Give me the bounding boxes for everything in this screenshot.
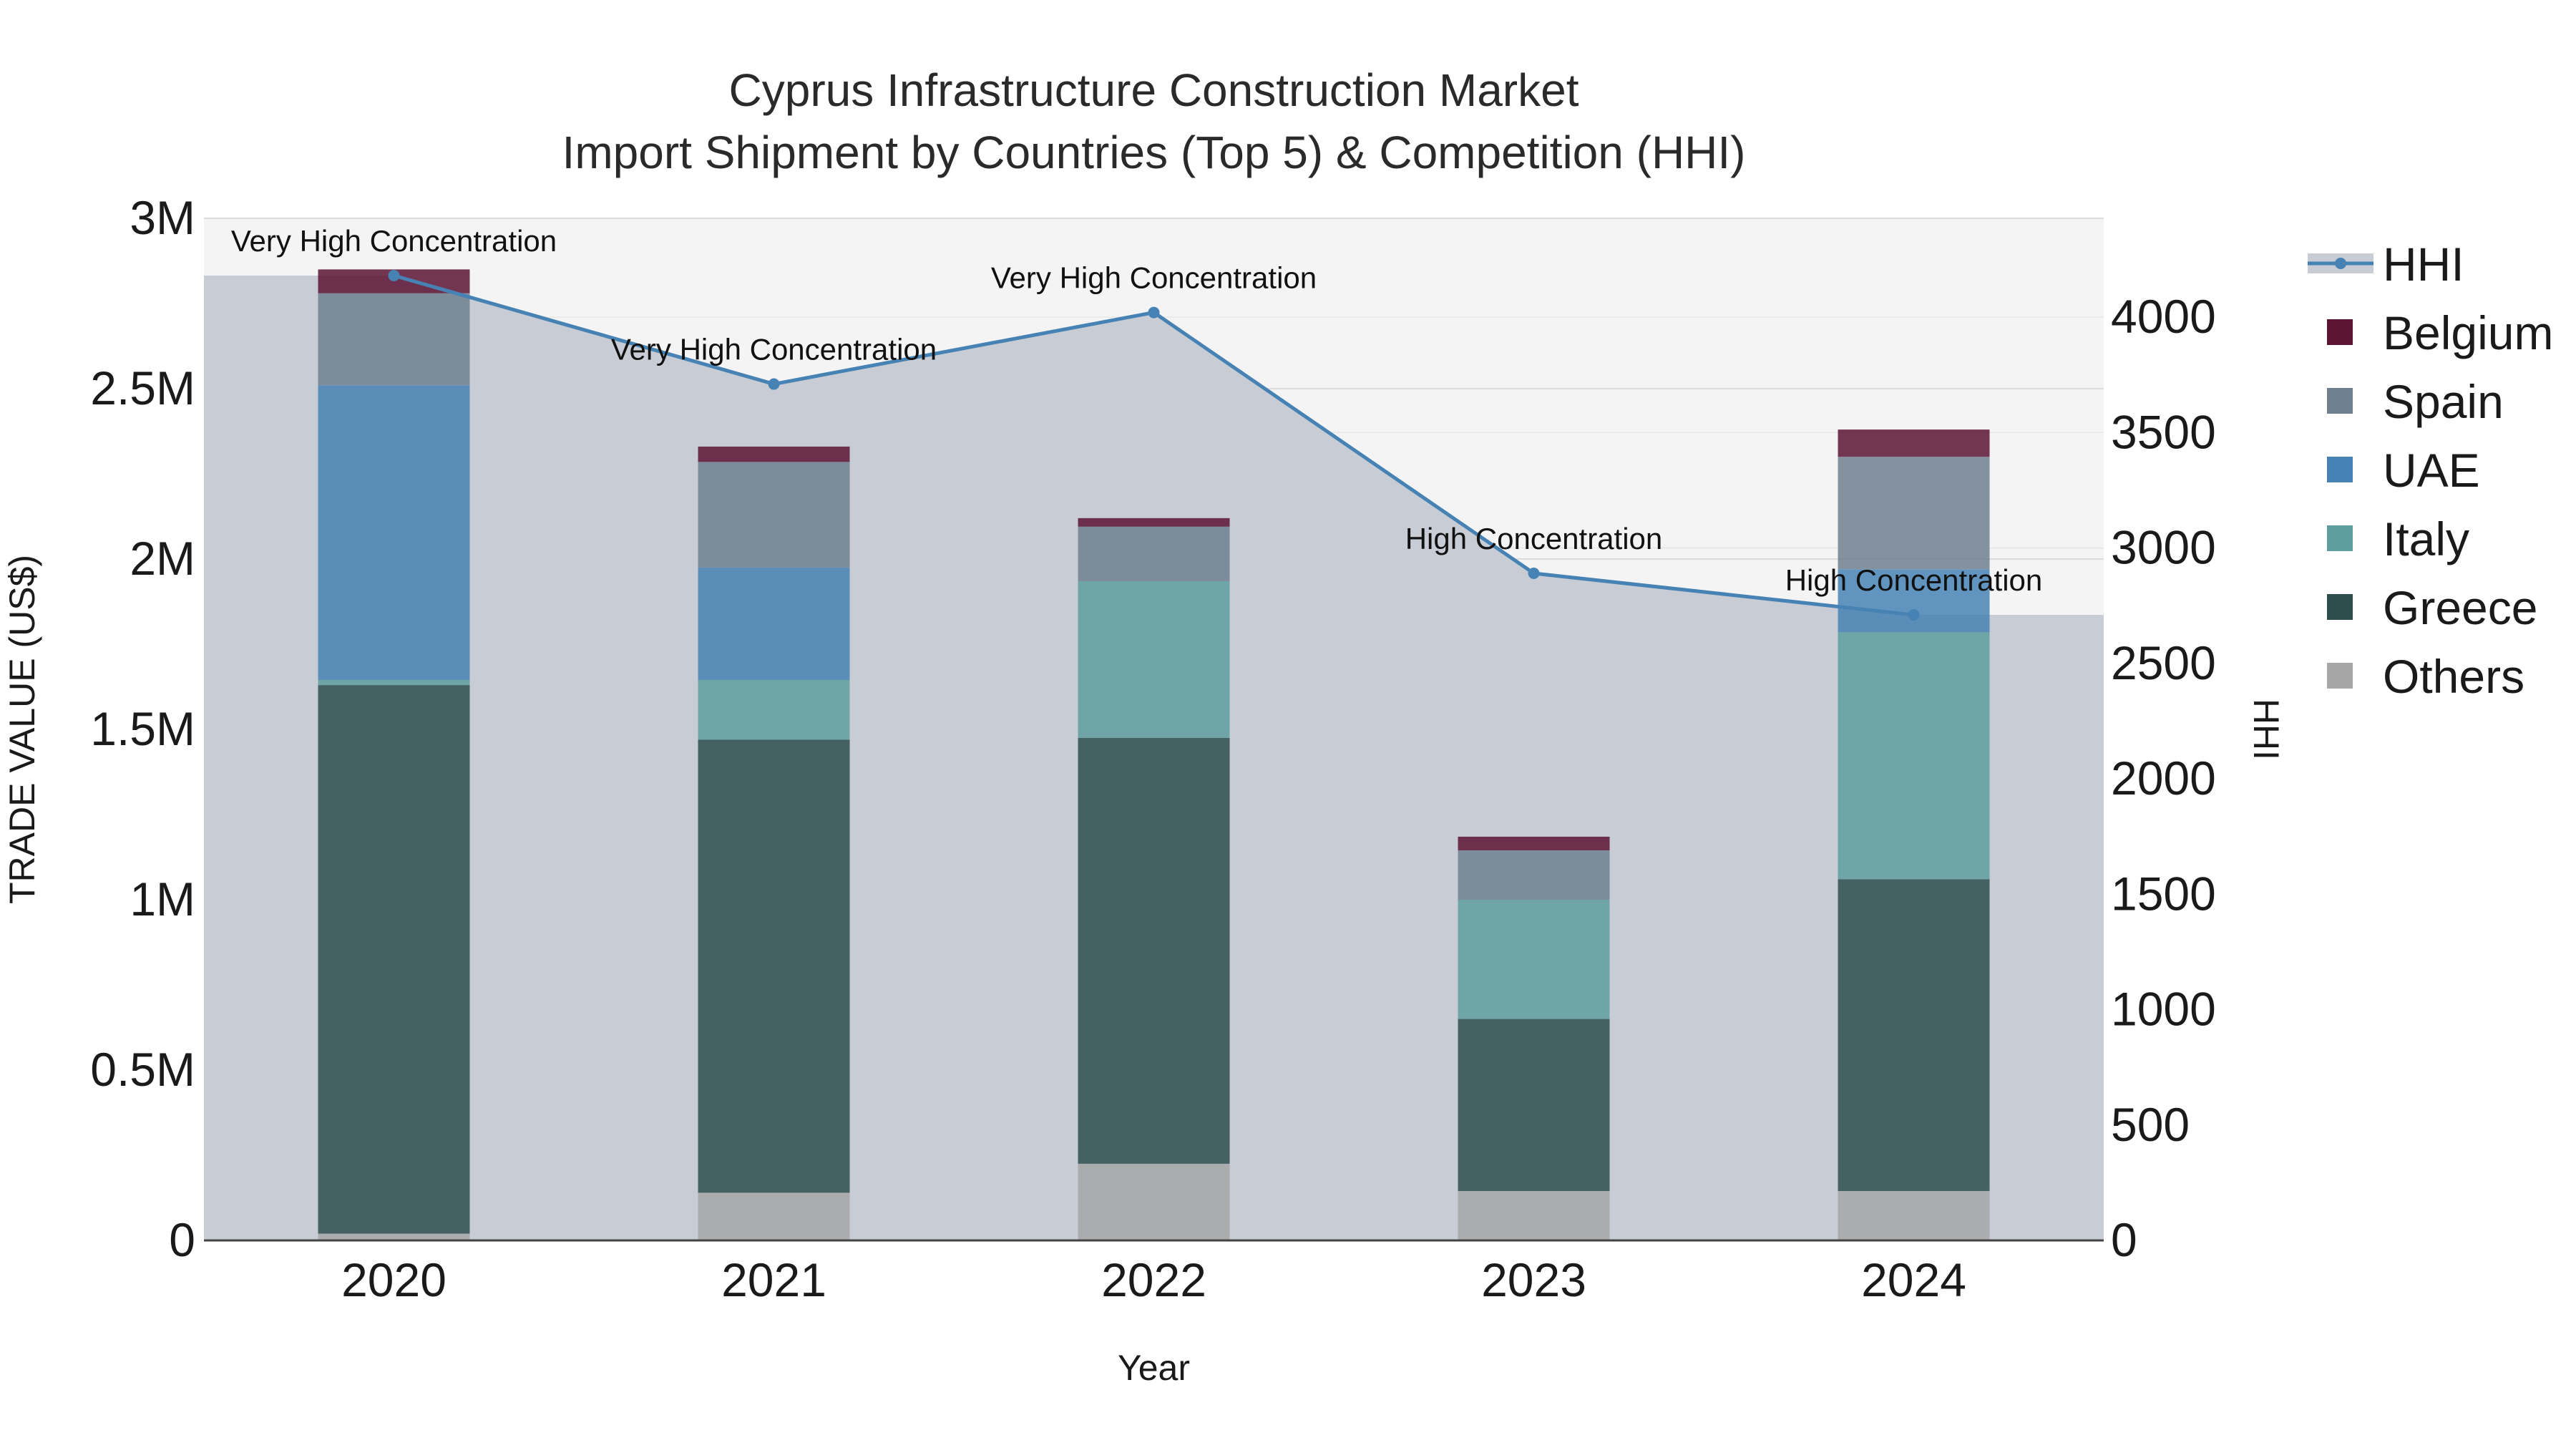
bar-belgium-2023 (1458, 836, 1610, 850)
legend-label-italy: Italy (2383, 512, 2469, 565)
y2-tick-label: 1500 (2111, 867, 2216, 920)
y-tick-label: 2M (130, 532, 195, 585)
bar-greece-2021 (698, 739, 850, 1193)
chart-title: Cyprus Infrastructure Construction Marke… (562, 64, 1746, 178)
legend-label-hhi: HHI (2383, 238, 2464, 291)
legend-swatch-uae (2327, 457, 2353, 482)
y-tick-label: 0.5M (90, 1043, 195, 1096)
y2-tick-label: 0 (2111, 1213, 2137, 1266)
chart-title-line-1: Cyprus Infrastructure Construction Marke… (729, 64, 1579, 116)
bar-spain-2023 (1458, 850, 1610, 900)
y2-tick-label: 2500 (2111, 636, 2216, 689)
bars (318, 269, 1990, 1240)
bar-belgium-2022 (1078, 517, 1230, 527)
x-tick-label: 2022 (1101, 1253, 1206, 1306)
x-tick-label: 2024 (1861, 1253, 1966, 1306)
legend-label-belgium: Belgium (2383, 306, 2553, 359)
legend-label-spain: Spain (2383, 375, 2504, 428)
legend-label-uae: UAE (2383, 444, 2480, 497)
hhi-point-2022 (1148, 306, 1160, 319)
bar-uae-2024 (1838, 569, 1990, 633)
bar-italy-2020 (318, 679, 470, 686)
hhi-point-2021 (768, 378, 780, 390)
x-tick-label: 2023 (1481, 1253, 1586, 1306)
legend-swatch-hhi-marker (2335, 258, 2346, 269)
bar-greece-2023 (1458, 1019, 1610, 1191)
hhi-annotation-2020: Very High Concentration (231, 224, 557, 258)
hhi-point-2024 (1908, 609, 1920, 621)
bar-greece-2020 (318, 685, 470, 1234)
x-axis-title: Year (1118, 1348, 1190, 1388)
y2-tick-label: 2000 (2111, 752, 2216, 805)
bar-italy-2024 (1838, 632, 1990, 880)
legend-swatch-italy (2327, 525, 2353, 551)
bar-others-2022 (1078, 1163, 1230, 1240)
y-tick-label: 3M (130, 191, 195, 244)
legend-swatch-others (2327, 663, 2353, 689)
annotations: Very High Concentration Very High Concent… (231, 224, 2042, 597)
hhi-annotation-2024: High Concentration (1785, 563, 2043, 597)
y2-tick-label: 500 (2111, 1098, 2190, 1151)
bar-uae-2021 (698, 567, 850, 680)
bar-spain-2024 (1838, 457, 1990, 570)
legend: HHI Belgium Spain UAE Italy Greece Others (2308, 238, 2553, 703)
hhi-annotation-2021: Very High Concentration (611, 333, 937, 366)
bar-italy-2021 (698, 679, 850, 740)
hhi-line-layer (388, 269, 1920, 621)
legend-label-greece: Greece (2383, 581, 2537, 634)
y2-tick-label: 4000 (2111, 290, 2216, 343)
bar-italy-2023 (1458, 900, 1610, 1019)
bar-uae-2020 (318, 385, 470, 680)
bar-italy-2022 (1078, 580, 1230, 738)
legend-label-others: Others (2383, 650, 2524, 703)
y-tick-label: 1M (130, 873, 195, 925)
bar-belgium-2021 (698, 446, 850, 462)
y2-tick-label: 3500 (2111, 405, 2216, 458)
hhi-point-2020 (388, 269, 400, 281)
legend-swatch-greece (2327, 594, 2353, 620)
x-tick-label: 2020 (341, 1253, 447, 1306)
hhi-annotation-2022: Very High Concentration (991, 261, 1317, 295)
y2-tick-label: 3000 (2111, 521, 2216, 574)
y2-axis-title: HHI (2246, 699, 2286, 760)
axes: 0 0.5M 1M 1.5M 2M 2.5M 3M 0 500 1000 1500 2000 2500 3… (90, 191, 2216, 1306)
legend-swatch-belgium (2327, 319, 2353, 345)
hhi-point-2023 (1528, 567, 1540, 579)
y-tick-label: 2.5M (90, 361, 195, 414)
y-axis-title: TRADE VALUE (US$) (2, 555, 42, 904)
bar-greece-2024 (1838, 879, 1990, 1191)
bar-spain-2020 (318, 293, 470, 386)
y2-tick-label: 1000 (2111, 983, 2216, 1036)
hhi-annotation-2023: High Concentration (1405, 522, 1663, 555)
legend-swatch-spain (2327, 388, 2353, 414)
y-tick-label: 1.5M (90, 702, 195, 755)
bar-spain-2022 (1078, 526, 1230, 581)
bar-spain-2021 (698, 462, 850, 568)
bar-others-2023 (1458, 1190, 1610, 1240)
bar-greece-2022 (1078, 737, 1230, 1164)
chart-title-line-2: Import Shipment by Countries (Top 5) & C… (562, 127, 1746, 178)
bar-others-2020 (318, 1233, 470, 1240)
y-tick-label: 0 (169, 1213, 195, 1266)
bar-belgium-2024 (1838, 429, 1990, 457)
bar-others-2024 (1838, 1190, 1990, 1240)
x-tick-label: 2021 (721, 1253, 826, 1306)
bar-others-2021 (698, 1192, 850, 1240)
